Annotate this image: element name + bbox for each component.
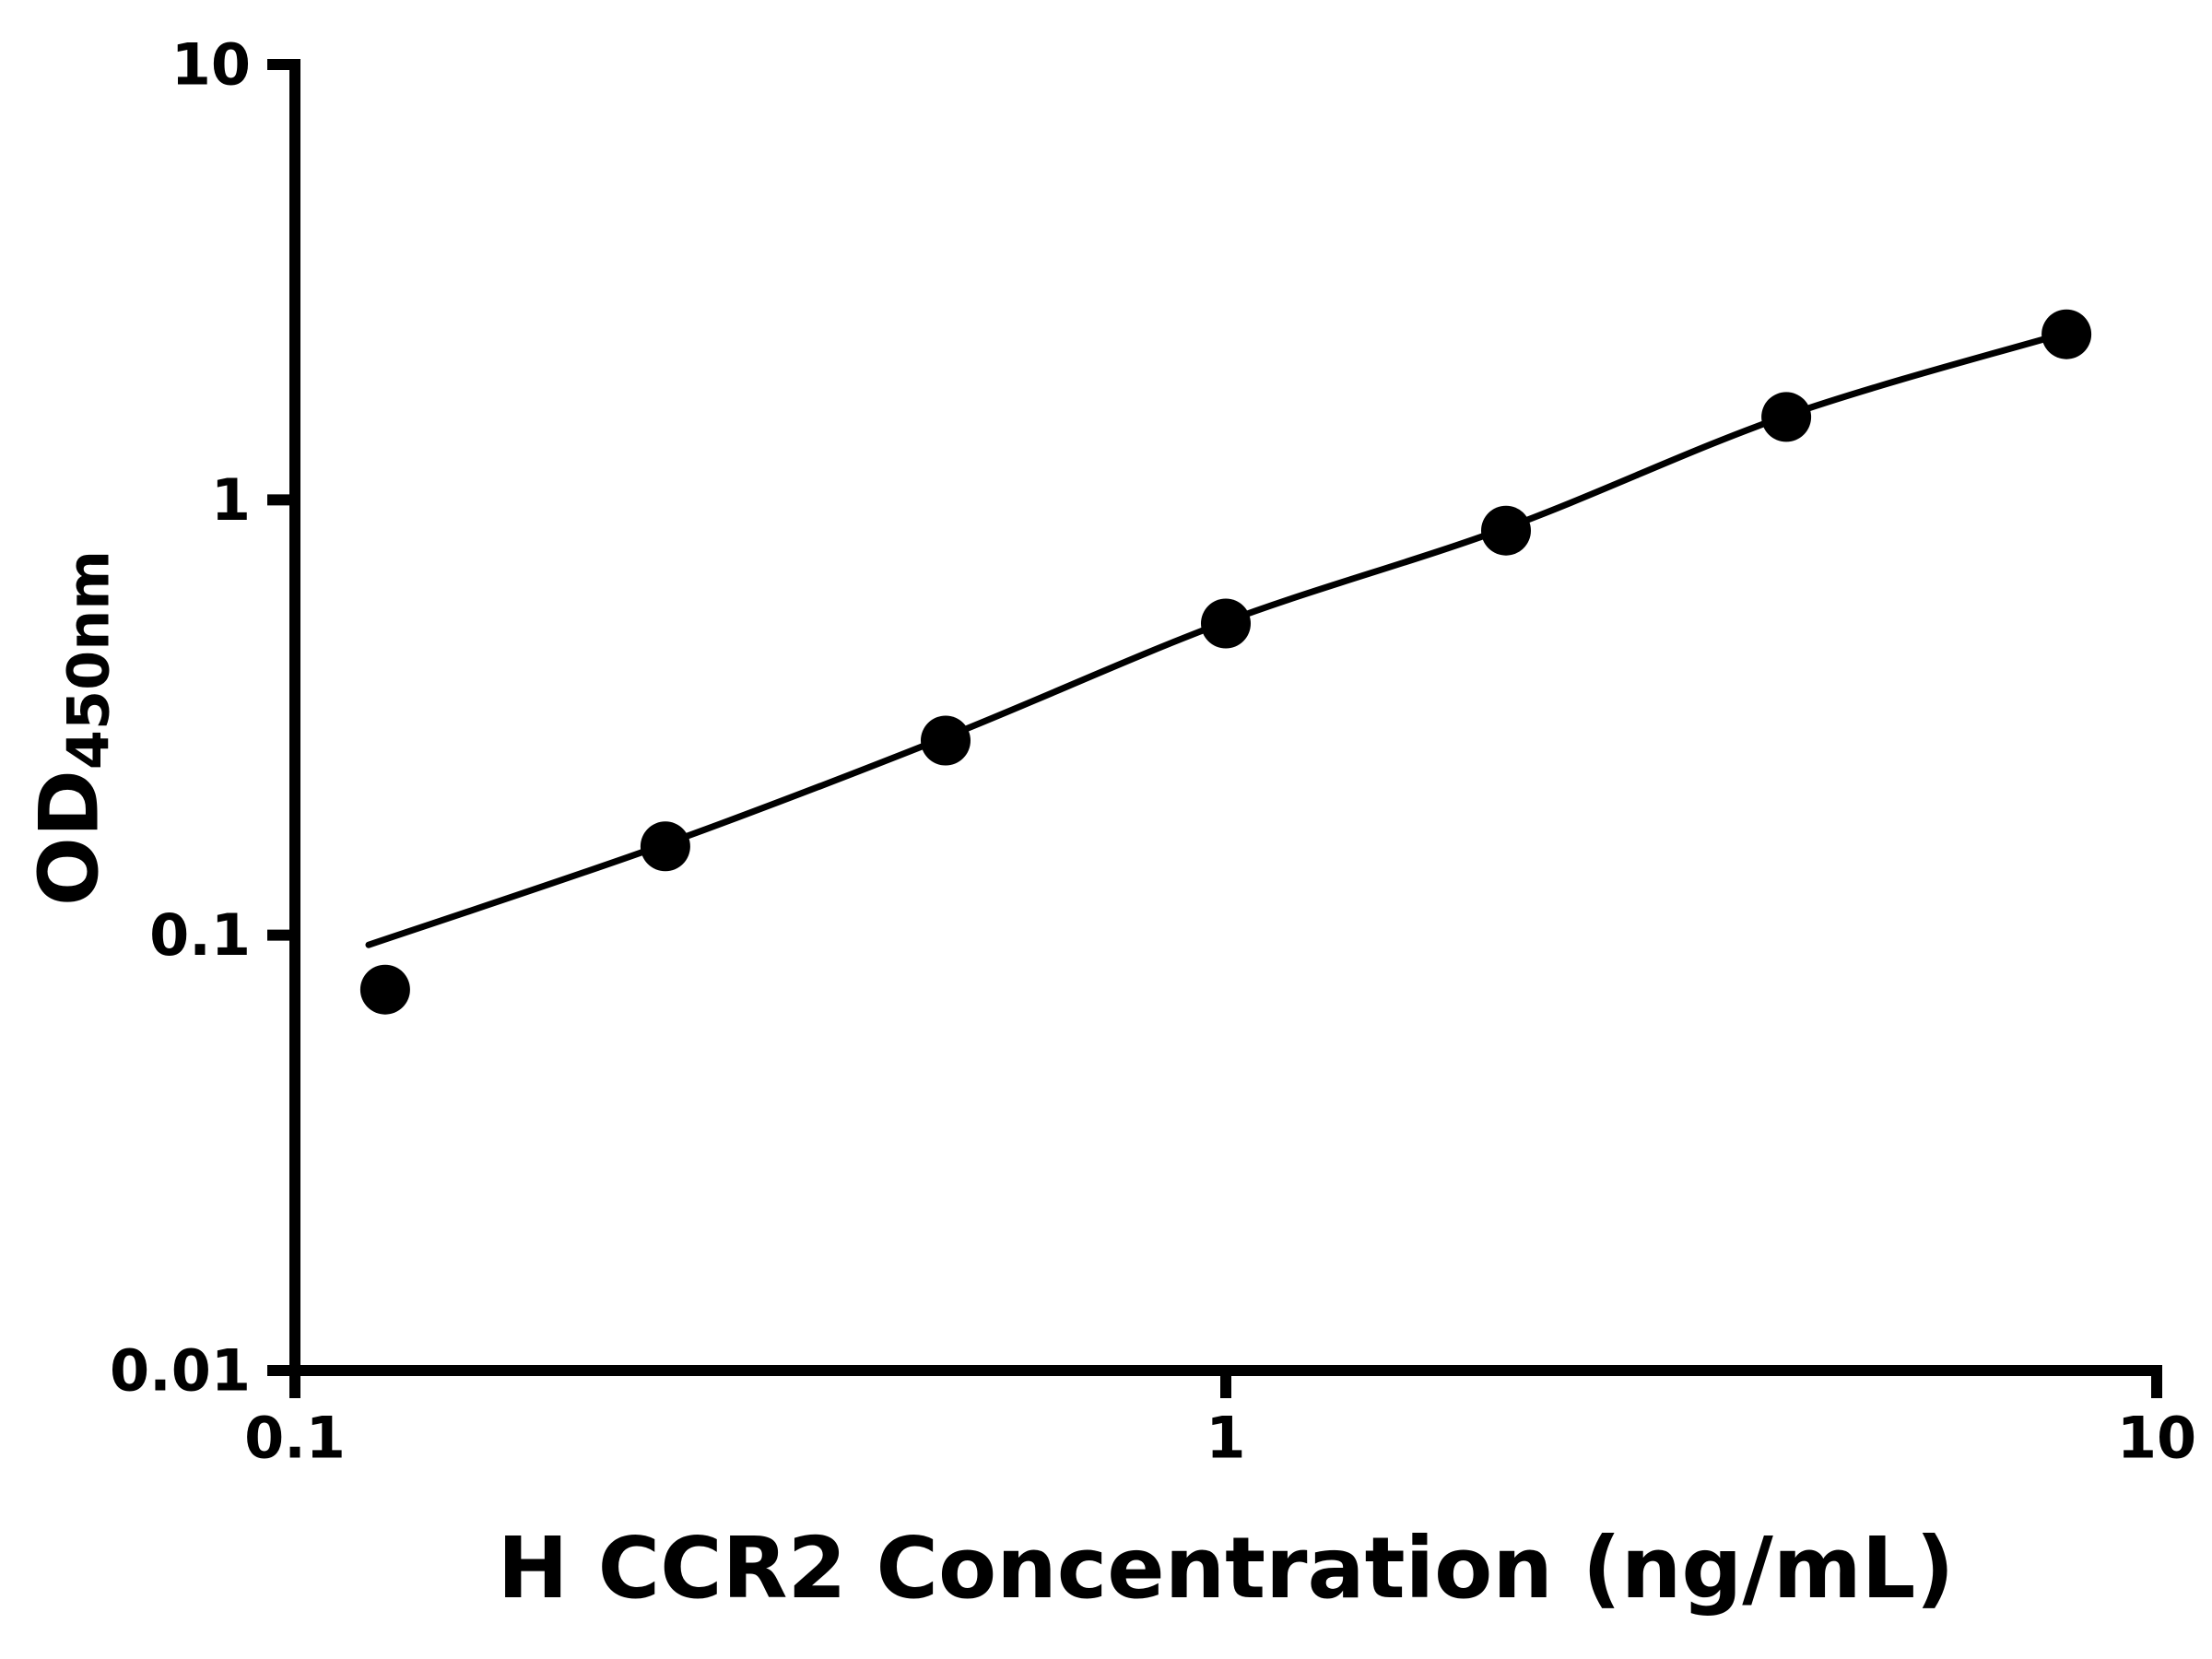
- data-point: [1761, 392, 1812, 442]
- x-axis-tick-label: 1: [1206, 1404, 1245, 1471]
- x-axis-tick-label: 10: [2117, 1404, 2196, 1471]
- data-point: [359, 964, 410, 1015]
- y-axis-tick-label: 1: [211, 466, 251, 534]
- data-point: [2041, 309, 2092, 359]
- y-axis-title: OD450nm: [22, 550, 123, 906]
- data-point: [921, 715, 971, 766]
- y-axis-tick-label: 0.1: [149, 901, 251, 969]
- y-axis-title-main: OD: [21, 770, 117, 907]
- y-axis-tick-label: 10: [171, 31, 251, 99]
- data-point: [640, 821, 690, 872]
- data-point: [1201, 598, 1251, 649]
- y-axis-tick-label: 0.01: [110, 1337, 251, 1405]
- axis-spines: [289, 59, 2162, 1376]
- x-axis-title: H CCR2 Concentration (ng/mL): [497, 1519, 1955, 1618]
- x-axis-tick-label: 0.1: [244, 1404, 346, 1471]
- y-axis-title-subscript: 450nm: [54, 549, 123, 771]
- data-point: [1481, 505, 1531, 556]
